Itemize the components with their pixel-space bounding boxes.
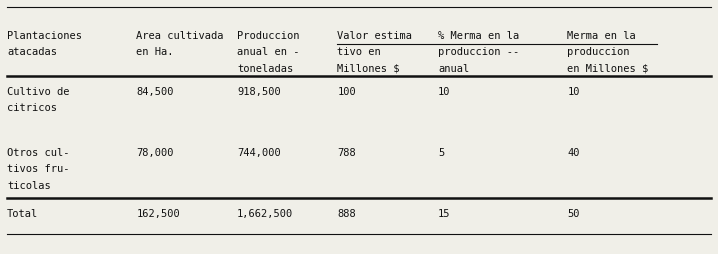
Text: 162,500: 162,500	[136, 208, 180, 218]
Text: tivos fru-: tivos fru-	[7, 164, 70, 174]
Text: 10: 10	[567, 86, 579, 96]
Text: Area cultivada: Area cultivada	[136, 30, 224, 40]
Text: 50: 50	[567, 208, 579, 218]
Text: en Millones $: en Millones $	[567, 64, 648, 73]
Text: Millones $: Millones $	[337, 64, 400, 73]
Text: Cultivo de: Cultivo de	[7, 86, 70, 96]
Text: 5: 5	[438, 147, 444, 157]
Text: anual: anual	[438, 64, 470, 73]
Text: Produccion: Produccion	[237, 30, 299, 40]
Text: Valor estima: Valor estima	[337, 30, 412, 40]
Text: Otros cul-: Otros cul-	[7, 147, 70, 157]
Text: tivo en: tivo en	[337, 47, 381, 57]
Text: anual en -: anual en -	[237, 47, 299, 57]
Text: Merma en la: Merma en la	[567, 30, 636, 40]
Text: 788: 788	[337, 147, 356, 157]
Text: citricos: citricos	[7, 103, 57, 113]
Text: 744,000: 744,000	[237, 147, 281, 157]
Text: produccion --: produccion --	[438, 47, 519, 57]
Text: en Ha.: en Ha.	[136, 47, 174, 57]
Text: Plantaciones: Plantaciones	[7, 30, 82, 40]
Text: 100: 100	[337, 86, 356, 96]
Text: produccion: produccion	[567, 47, 630, 57]
Text: % Merma en la: % Merma en la	[438, 30, 519, 40]
Text: 918,500: 918,500	[237, 86, 281, 96]
Text: atacadas: atacadas	[7, 47, 57, 57]
Text: 78,000: 78,000	[136, 147, 174, 157]
Text: 10: 10	[438, 86, 450, 96]
Text: 1,662,500: 1,662,500	[237, 208, 293, 218]
Text: 84,500: 84,500	[136, 86, 174, 96]
Text: 40: 40	[567, 147, 579, 157]
Text: toneladas: toneladas	[237, 64, 293, 73]
Text: ticolas: ticolas	[7, 180, 51, 190]
Text: 15: 15	[438, 208, 450, 218]
Text: Total: Total	[7, 208, 39, 218]
Text: 888: 888	[337, 208, 356, 218]
